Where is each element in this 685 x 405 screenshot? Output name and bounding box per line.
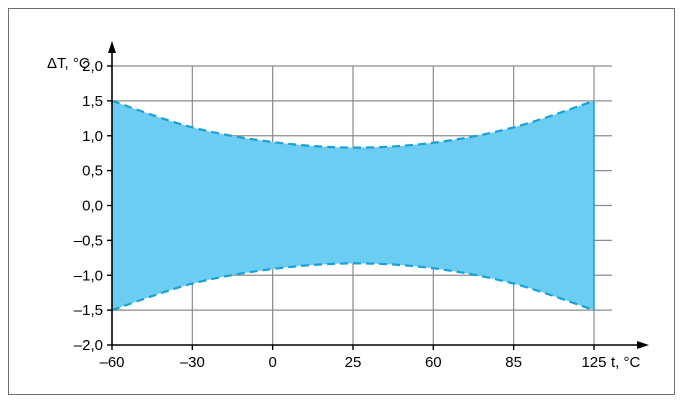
tolerance-band — [111, 99, 595, 312]
x-axis-title: t, °C — [611, 354, 641, 371]
y-tick-label: 1,5 — [82, 93, 103, 110]
x-tick-label: 0 — [268, 354, 276, 371]
x-tick-label: 25 — [345, 354, 362, 371]
chart-frame: 2,0 1,5 1,0 0,5 0,0 –0,5 –1,0 –1,5 –2,0 –60 –30 0 25… — [8, 8, 675, 395]
x-tick-label: 125 — [581, 354, 606, 371]
y-tick-label: 0,5 — [82, 163, 103, 180]
y-tick-label: –0,5 — [74, 232, 103, 249]
x-tick-label: 85 — [505, 354, 522, 371]
tolerance-area — [112, 100, 594, 311]
x-tick-label: –30 — [180, 354, 205, 371]
tolerance-chart: 2,0 1,5 1,0 0,5 0,0 –0,5 –1,0 –1,5 –2,0–60 –30 0 25… — [47, 41, 649, 371]
y-tick-label: –2,0 — [74, 337, 103, 354]
y-axis-arrow — [108, 41, 116, 53]
y-tick-label: –1,5 — [74, 302, 103, 319]
y-tick-label: 2,0 — [82, 58, 103, 75]
series-lower-limit — [111, 262, 595, 312]
x-axis-arrow — [637, 341, 649, 349]
tick-labels: 2,0 1,5 1,0 0,5 0,0 –0,5 –1,0 –1,5 –2,0–60 –30 0 25… — [74, 58, 607, 371]
y-tick-label: 1,0 — [82, 128, 103, 145]
axes — [107, 41, 649, 350]
y-tick-label: 0,0 — [82, 198, 103, 215]
y-tick-label: –1,0 — [74, 267, 103, 284]
x-tick-label: –60 — [99, 354, 124, 371]
series-upper-limit — [111, 99, 595, 149]
x-tick-label: 60 — [425, 354, 442, 371]
y-axis-title: ΔT, °C — [47, 55, 90, 72]
